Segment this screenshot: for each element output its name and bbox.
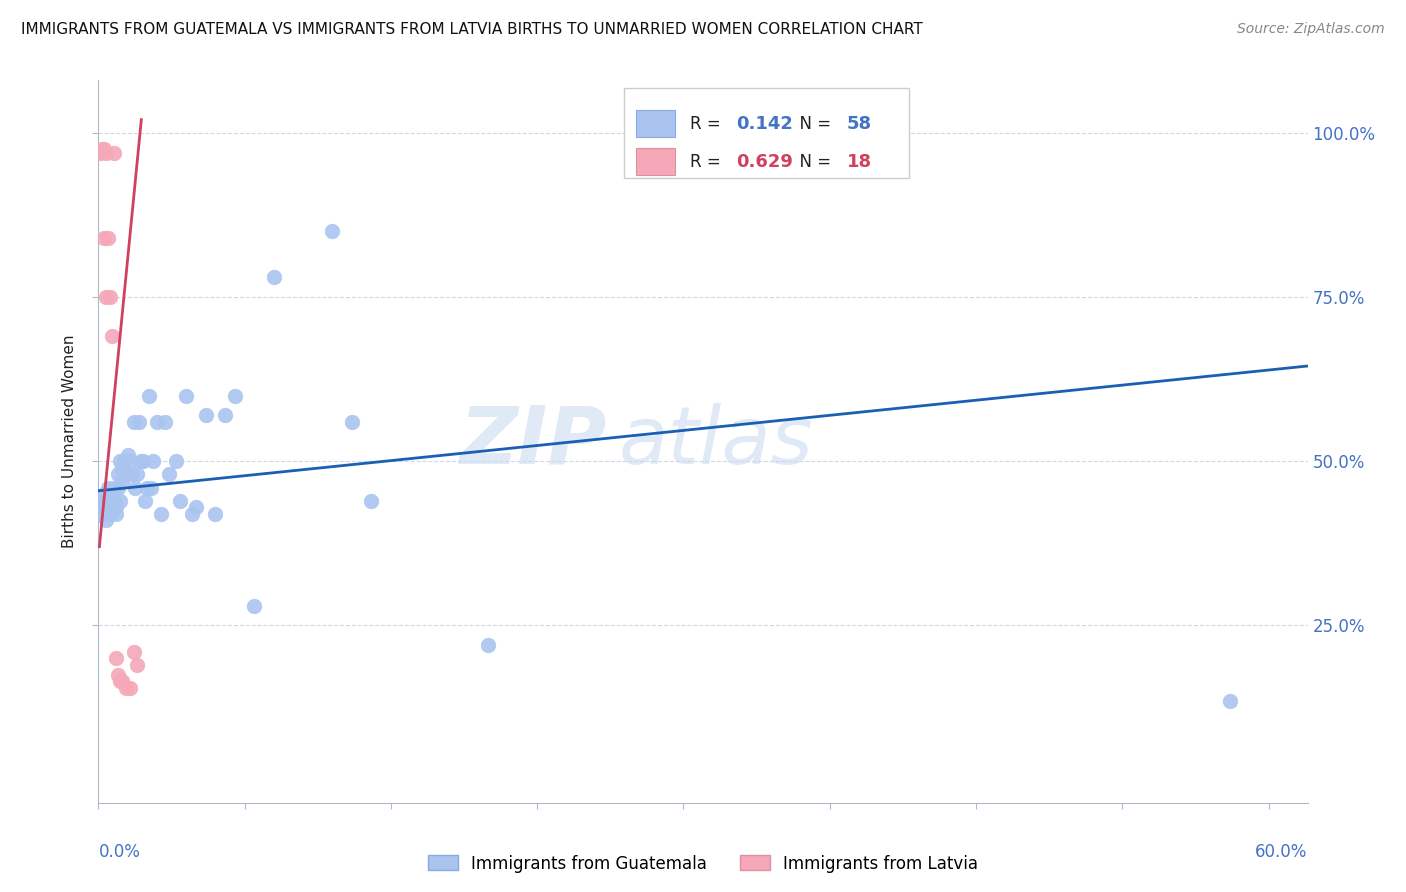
Point: [89, 145, 111, 160]
Point: [224, 388, 246, 402]
Point: [194, 409, 217, 423]
Text: Source: ZipAtlas.com: Source: ZipAtlas.com: [1237, 22, 1385, 37]
Point: [204, 507, 226, 521]
Bar: [624, 87, 908, 178]
Point: [340, 415, 363, 429]
Point: [91, 142, 114, 156]
Point: [138, 388, 160, 402]
Point: [121, 467, 143, 482]
Text: atlas: atlas: [619, 402, 813, 481]
Point: [96, 290, 118, 304]
Point: [101, 500, 124, 515]
Point: [112, 454, 135, 468]
Point: [104, 651, 127, 665]
Point: [118, 454, 141, 468]
Text: R =: R =: [690, 153, 725, 170]
Point: [114, 467, 136, 482]
Point: [103, 145, 125, 160]
Point: [131, 454, 153, 468]
Point: [101, 487, 124, 501]
Point: [127, 657, 149, 672]
Point: [96, 493, 118, 508]
Point: [97, 231, 120, 245]
Text: IMMIGRANTS FROM GUATEMALA VS IMMIGRANTS FROM LATVIA BIRTHS TO UNMARRIED WOMEN CO: IMMIGRANTS FROM GUATEMALA VS IMMIGRANTS …: [21, 22, 922, 37]
Point: [321, 224, 343, 238]
Point: [124, 481, 146, 495]
Point: [97, 500, 120, 515]
Point: [114, 681, 136, 695]
Point: [96, 145, 118, 160]
Point: [101, 329, 124, 343]
Bar: [637, 110, 675, 137]
Point: [128, 415, 150, 429]
Bar: [637, 148, 675, 176]
Point: [157, 467, 180, 482]
Point: [108, 493, 131, 508]
Point: [122, 415, 145, 429]
Point: [96, 513, 118, 527]
Point: [142, 454, 165, 468]
Point: [477, 638, 499, 652]
Legend: Immigrants from Guatemala, Immigrants from Latvia: Immigrants from Guatemala, Immigrants fr…: [420, 848, 986, 880]
Point: [93, 231, 115, 245]
Point: [214, 409, 236, 423]
Point: [108, 674, 131, 689]
Point: [117, 448, 139, 462]
Point: [153, 415, 176, 429]
Point: [118, 681, 141, 695]
Point: [165, 454, 187, 468]
Point: [127, 467, 149, 482]
Point: [1219, 694, 1241, 708]
Point: [107, 481, 129, 495]
Point: [103, 493, 125, 508]
Point: [132, 454, 155, 468]
Text: 0.0%: 0.0%: [98, 843, 141, 861]
Point: [149, 507, 172, 521]
Point: [103, 481, 125, 495]
Point: [111, 674, 134, 689]
Y-axis label: Births to Unmarried Women: Births to Unmarried Women: [62, 334, 77, 549]
Point: [111, 474, 134, 488]
Text: 58: 58: [846, 115, 872, 133]
Point: [243, 599, 266, 613]
Point: [139, 481, 162, 495]
Text: R =: R =: [690, 115, 725, 133]
Text: 0.629: 0.629: [735, 153, 793, 170]
Point: [107, 667, 129, 681]
Point: [134, 493, 156, 508]
Point: [108, 454, 131, 468]
Text: 18: 18: [846, 153, 872, 170]
Text: N =: N =: [789, 153, 837, 170]
Point: [360, 493, 382, 508]
Point: [122, 645, 145, 659]
Point: [89, 493, 111, 508]
Point: [184, 500, 207, 515]
Point: [104, 507, 127, 521]
Point: [93, 142, 115, 156]
Point: [98, 507, 121, 521]
Text: 0.142: 0.142: [735, 115, 793, 133]
Point: [181, 507, 204, 521]
Point: [104, 500, 127, 515]
Point: [98, 493, 121, 508]
Point: [111, 460, 134, 475]
Text: N =: N =: [789, 115, 837, 133]
Point: [169, 493, 191, 508]
Point: [91, 507, 114, 521]
Text: ZIP: ZIP: [458, 402, 606, 481]
Point: [91, 500, 114, 515]
Point: [97, 481, 120, 495]
Point: [107, 467, 129, 482]
Point: [263, 270, 285, 285]
Point: [136, 481, 159, 495]
Point: [174, 388, 197, 402]
Text: 60.0%: 60.0%: [1256, 843, 1308, 861]
Point: [93, 487, 115, 501]
Point: [146, 415, 169, 429]
Point: [98, 290, 121, 304]
